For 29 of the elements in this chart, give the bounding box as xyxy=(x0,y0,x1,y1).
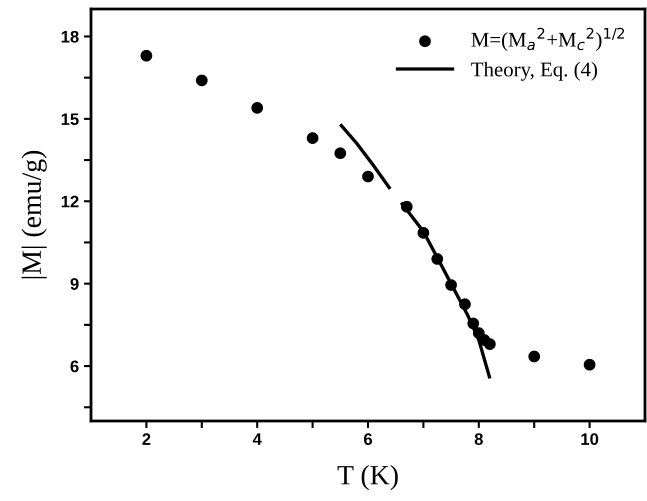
point xyxy=(362,170,374,182)
point xyxy=(418,227,430,239)
point xyxy=(467,318,480,330)
point xyxy=(400,200,413,213)
y-tick-label: 12 xyxy=(62,196,79,208)
legend-label: Theory, Eq. (4) xyxy=(471,62,597,81)
y-tick-label: 15 xyxy=(62,113,79,126)
x-axis-title: T (K) xyxy=(338,465,398,490)
point xyxy=(306,132,318,144)
x-tick-label: 4 xyxy=(252,433,262,445)
point xyxy=(334,147,346,160)
y-tick-label: 6 xyxy=(70,360,79,372)
point xyxy=(484,338,496,350)
point xyxy=(251,102,264,114)
point xyxy=(431,253,444,265)
y-axis-title: |M| (emu/g) xyxy=(22,150,47,278)
point xyxy=(445,279,457,291)
point xyxy=(196,74,208,86)
point xyxy=(584,358,596,371)
y-tick-label: 9 xyxy=(70,278,79,290)
x-tick-label: 2 xyxy=(142,433,150,445)
x-tick-label: 6 xyxy=(364,433,372,446)
point xyxy=(140,50,152,62)
point xyxy=(459,298,471,310)
legend-label: M=(M$_{a}$$^{2}$+M$_{c}$$^{2}$)$^{1/2}$ xyxy=(471,28,624,51)
x-tick-label: 10 xyxy=(581,433,598,446)
y-tick-label: 18 xyxy=(62,30,79,43)
point xyxy=(528,350,540,362)
x-tick-label: 8 xyxy=(474,433,483,446)
